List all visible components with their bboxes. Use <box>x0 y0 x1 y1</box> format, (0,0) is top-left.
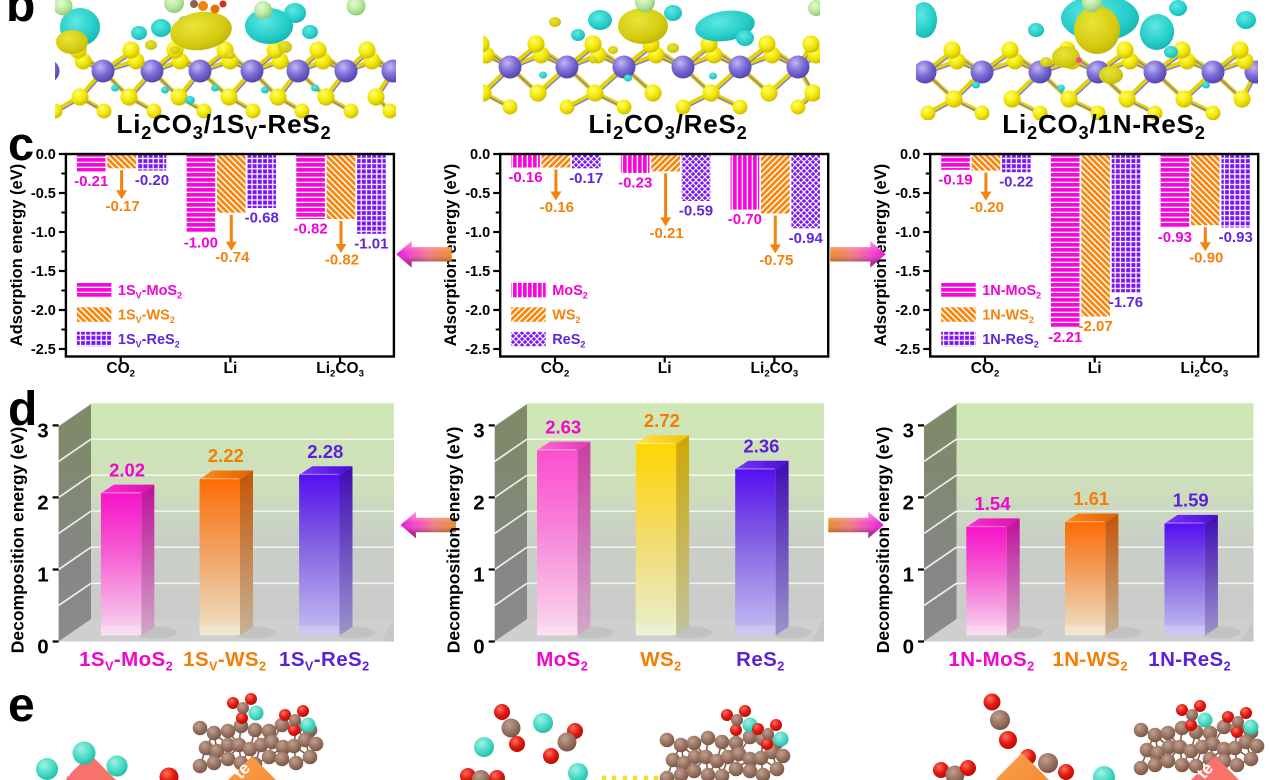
svg-text:M: M <box>980 765 1004 780</box>
svg-text:-1.0: -1.0 <box>895 225 920 241</box>
svg-text:-1.01: -1.01 <box>354 235 388 252</box>
svg-text:-0.94: -0.94 <box>789 230 824 247</box>
svg-text:MoS2: MoS2 <box>552 283 588 300</box>
svg-text:ReS2: ReS2 <box>552 332 585 349</box>
svg-text:2.36: 2.36 <box>743 435 779 456</box>
svg-text:1N-WS2: 1N-WS2 <box>982 308 1034 325</box>
svg-text:Adsorption energy (eV): Adsorption energy (eV) <box>8 164 26 346</box>
svg-text:-0.20: -0.20 <box>970 199 1004 216</box>
svg-text:1: 1 <box>473 564 484 587</box>
svg-text:-0.93: -0.93 <box>1158 229 1192 246</box>
svg-text:Decomposition energy (eV): Decomposition energy (eV) <box>444 427 464 654</box>
svg-text:2.22: 2.22 <box>208 445 244 466</box>
svg-text:-0.74: -0.74 <box>215 249 250 266</box>
svg-text:-1.0: -1.0 <box>465 225 490 241</box>
svg-text:Decomposition energy (eV): Decomposition energy (eV) <box>873 427 893 654</box>
svg-text:1SV-MoS2: 1SV-MoS2 <box>79 648 173 674</box>
svg-text:-2.0: -2.0 <box>465 303 490 319</box>
svg-text:1SV-WS2: 1SV-WS2 <box>118 308 175 325</box>
svg-text:-0.21: -0.21 <box>74 173 108 190</box>
svg-text:-2.21: -2.21 <box>1048 329 1082 346</box>
svg-text:-0.22: -0.22 <box>999 174 1033 191</box>
svg-text:-0.17: -0.17 <box>569 170 603 187</box>
svg-text:-2.0: -2.0 <box>31 303 56 319</box>
svg-text:-2.0: -2.0 <box>895 303 920 319</box>
svg-text:-0.17: -0.17 <box>105 198 139 215</box>
svg-text:1N-WS2: 1N-WS2 <box>1052 648 1128 674</box>
svg-text:-0.20: -0.20 <box>135 172 169 189</box>
svg-text:-0.5: -0.5 <box>465 186 490 202</box>
svg-text:-0.59: -0.59 <box>679 203 713 220</box>
svg-text:1.54: 1.54 <box>974 493 1011 514</box>
svg-text:-0.21: -0.21 <box>649 225 683 242</box>
svg-text:-2.5: -2.5 <box>31 342 56 358</box>
svg-text:-0.19: -0.19 <box>938 171 972 188</box>
svg-text:Li2CO3: Li2CO3 <box>316 360 364 379</box>
svg-text:-0.93: -0.93 <box>1219 229 1253 246</box>
svg-text:CO2: CO2 <box>106 360 135 379</box>
svg-text:-1.0: -1.0 <box>31 225 56 241</box>
svg-text:1SV-ReS2: 1SV-ReS2 <box>279 648 370 674</box>
svg-text:3: 3 <box>473 419 484 442</box>
svg-text:1.61: 1.61 <box>1073 488 1109 509</box>
svg-text:-0.23: -0.23 <box>618 174 652 191</box>
svg-text:-0.82: -0.82 <box>325 252 359 269</box>
svg-text:-0.16: -0.16 <box>540 199 574 216</box>
svg-text:-2.5: -2.5 <box>895 342 920 358</box>
svg-text:-1.5: -1.5 <box>31 264 56 280</box>
svg-text:0.0: 0.0 <box>470 147 490 163</box>
svg-text:0: 0 <box>903 636 914 659</box>
svg-text:Li2CO3: Li2CO3 <box>1181 360 1229 379</box>
svg-text:Li2CO3: Li2CO3 <box>751 360 799 379</box>
svg-text:1SV-ReS2: 1SV-ReS2 <box>118 332 180 349</box>
svg-text:2.72: 2.72 <box>644 410 680 431</box>
svg-text:-2.5: -2.5 <box>465 342 490 358</box>
svg-text:2: 2 <box>37 491 48 514</box>
svg-text:0: 0 <box>37 636 48 659</box>
svg-text:0.0: 0.0 <box>900 147 920 163</box>
svg-text:WS2: WS2 <box>640 648 681 674</box>
svg-text:-0.16: -0.16 <box>508 169 542 186</box>
svg-text:-0.75: -0.75 <box>759 252 793 269</box>
svg-text:-0.5: -0.5 <box>895 186 920 202</box>
svg-text:-1.76: -1.76 <box>1109 294 1143 311</box>
svg-text:2.02: 2.02 <box>109 459 145 480</box>
svg-text:1N-ReS2: 1N-ReS2 <box>982 332 1039 349</box>
svg-text:MoS2: MoS2 <box>536 648 588 674</box>
svg-text:-0.70: -0.70 <box>728 211 762 228</box>
svg-text:WS2: WS2 <box>552 308 580 325</box>
svg-text:1SV-MoS2: 1SV-MoS2 <box>118 283 182 300</box>
svg-text:Li: Li <box>658 360 672 377</box>
svg-text:-0.5: -0.5 <box>31 186 56 202</box>
svg-text:1SV-WS2: 1SV-WS2 <box>183 648 266 674</box>
svg-text:-2.07: -2.07 <box>1078 318 1112 335</box>
svg-text:-0.90: -0.90 <box>1189 250 1223 267</box>
svg-text:2: 2 <box>473 491 484 514</box>
svg-text:2.63: 2.63 <box>545 416 581 437</box>
svg-text:CO2: CO2 <box>541 360 570 379</box>
svg-text:CO2: CO2 <box>971 360 1000 379</box>
svg-text:0.0: 0.0 <box>36 147 56 163</box>
svg-text:1N-ReS2: 1N-ReS2 <box>1148 648 1231 674</box>
svg-text:1N-MoS2: 1N-MoS2 <box>948 648 1034 674</box>
svg-text:Li: Li <box>224 360 238 377</box>
svg-text:-0.82: -0.82 <box>293 221 327 238</box>
svg-text:0: 0 <box>473 636 484 659</box>
svg-text:1: 1 <box>37 564 48 587</box>
svg-text:-1.5: -1.5 <box>895 264 920 280</box>
svg-text:ReS2: ReS2 <box>736 648 785 674</box>
svg-text:1N-MoS2: 1N-MoS2 <box>982 283 1041 300</box>
svg-text:3: 3 <box>903 419 914 442</box>
svg-text:1: 1 <box>903 564 914 587</box>
svg-text:3: 3 <box>37 419 48 442</box>
svg-text:2: 2 <box>903 491 914 514</box>
svg-text:-1.5: -1.5 <box>465 264 490 280</box>
svg-text:Li: Li <box>1088 360 1102 377</box>
svg-text:1.59: 1.59 <box>1173 490 1209 511</box>
svg-text:-0.68: -0.68 <box>245 210 279 227</box>
svg-text:2.28: 2.28 <box>307 441 343 462</box>
svg-text:Decomposition energy (eV): Decomposition energy (eV) <box>8 427 28 654</box>
svg-text:-1.00: -1.00 <box>184 235 218 252</box>
